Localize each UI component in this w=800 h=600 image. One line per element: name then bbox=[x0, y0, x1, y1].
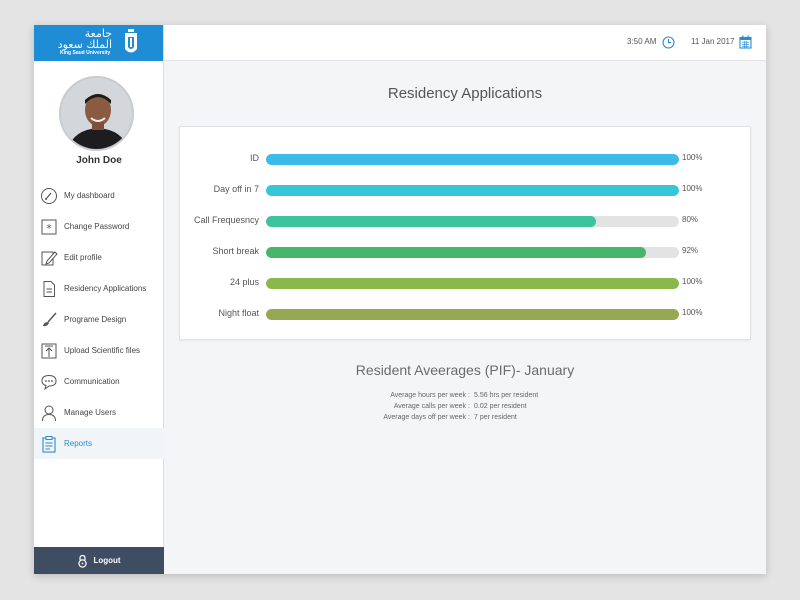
logo-english-text: King Saud University bbox=[60, 50, 111, 56]
crest-icon bbox=[125, 29, 137, 53]
average-value: 0.02 per resident bbox=[474, 403, 527, 410]
averages-title: Resident Aveerages (PIF)- January bbox=[355, 362, 575, 378]
sidebar-item-label: My dashboard bbox=[64, 191, 115, 200]
progress-label: Day off in 7 bbox=[213, 184, 259, 194]
clipboard-icon bbox=[42, 435, 56, 453]
dashboard-icon bbox=[41, 187, 57, 204]
progress-row-24-plus: 24 plus 100% bbox=[180, 275, 752, 291]
average-label: Average hours per week bbox=[390, 392, 466, 399]
sidebar-item-label: Manage Users bbox=[64, 408, 117, 417]
averages-list: Average hours per week : 5.56 hrs per re… bbox=[164, 392, 766, 425]
user-photo bbox=[61, 78, 132, 149]
progress-track bbox=[266, 247, 679, 258]
progress-row-day-off: Day off in 7 100% bbox=[180, 182, 752, 198]
clock-icon bbox=[662, 36, 675, 49]
user-icon bbox=[42, 405, 56, 421]
sidebar: جامعة الملك سعود King Saud University Jo… bbox=[34, 25, 164, 574]
sidebar-item-programe-design[interactable]: Programe Design bbox=[34, 304, 164, 335]
sidebar-item-communication[interactable]: Communication bbox=[34, 366, 164, 397]
progress-percent: 100% bbox=[682, 153, 703, 162]
sidebar-item-manage-users[interactable]: Manage Users bbox=[34, 397, 164, 428]
colon-separator: : bbox=[468, 392, 470, 399]
brush-icon bbox=[43, 312, 57, 326]
logout-button[interactable]: Logout bbox=[34, 547, 164, 574]
password-icon: * bbox=[41, 219, 57, 235]
sidebar-item-label: Change Password bbox=[64, 222, 130, 231]
average-label: Average calls per week bbox=[393, 403, 466, 410]
average-row: Average calls per week : 0.02 per reside… bbox=[164, 403, 766, 414]
user-name: John Doe bbox=[76, 155, 122, 166]
lock-icon bbox=[78, 554, 88, 568]
avatar[interactable] bbox=[59, 76, 134, 151]
page-title: Residency Applications bbox=[387, 85, 543, 102]
progress-label: Short break bbox=[212, 246, 259, 256]
svg-text:*: * bbox=[46, 222, 52, 235]
progress-fill bbox=[266, 216, 597, 227]
average-row: Average hours per week : 5.56 hrs per re… bbox=[164, 392, 766, 403]
progress-row-night-float: Night float 100% bbox=[180, 306, 752, 322]
upload-icon bbox=[41, 343, 57, 358]
progress-track bbox=[266, 309, 679, 320]
progress-row-call-frequency: Call Frequesncy 80% bbox=[180, 213, 752, 229]
sidebar-item-reports[interactable]: Reports bbox=[34, 428, 164, 459]
sidebar-item-change-password[interactable]: * Change Password bbox=[34, 211, 164, 242]
progress-row-id: ID 100% bbox=[180, 151, 752, 167]
logout-label: Logout bbox=[93, 556, 121, 565]
sidebar-item-label: Communication bbox=[64, 377, 120, 386]
average-value: 7 per resident bbox=[474, 414, 517, 421]
colon-separator: : bbox=[468, 414, 470, 421]
progress-fill bbox=[266, 154, 679, 165]
document-icon bbox=[43, 280, 55, 297]
sidebar-item-label: Upload Scientific files bbox=[64, 346, 141, 355]
progress-fill bbox=[266, 278, 679, 289]
sidebar-nav: My dashboard * Change Password Edit prof… bbox=[34, 180, 164, 459]
average-value: 5.56 hrs per resident bbox=[474, 392, 539, 399]
average-label: Average days off per week bbox=[383, 414, 466, 421]
progress-track bbox=[266, 154, 679, 165]
progress-percent: 100% bbox=[682, 277, 703, 286]
sidebar-item-label: Programe Design bbox=[64, 315, 127, 324]
calendar-icon[interactable] bbox=[739, 35, 752, 49]
app-window: جامعة الملك سعود King Saud University Jo… bbox=[34, 25, 766, 574]
sidebar-item-label: Residency Applications bbox=[64, 284, 147, 293]
chat-icon bbox=[41, 374, 57, 390]
progress-label: ID bbox=[250, 153, 259, 163]
progress-card: ID 100% Day off in 7 100% Call Frequesnc… bbox=[179, 126, 751, 340]
edit-icon bbox=[41, 250, 58, 265]
progress-fill bbox=[266, 185, 679, 196]
sidebar-item-residency-applications[interactable]: Residency Applications bbox=[34, 273, 164, 304]
progress-track bbox=[266, 185, 679, 196]
progress-label: Call Frequesncy bbox=[193, 215, 259, 225]
sidebar-item-dashboard[interactable]: My dashboard bbox=[34, 180, 164, 211]
sidebar-item-label: Reports bbox=[64, 439, 93, 448]
colon-separator: : bbox=[468, 403, 470, 410]
progress-label: 24 plus bbox=[229, 277, 259, 287]
sidebar-item-edit-profile[interactable]: Edit profile bbox=[34, 242, 164, 273]
university-logo[interactable]: جامعة الملك سعود King Saud University bbox=[34, 25, 163, 61]
progress-fill bbox=[266, 309, 679, 320]
current-date: 11 Jan 2017 bbox=[691, 37, 735, 46]
progress-percent: 80% bbox=[682, 215, 699, 224]
progress-percent: 92% bbox=[682, 246, 699, 255]
current-time: 3:50 AM bbox=[627, 37, 657, 46]
logo-arabic-text: جامعة الملك سعود bbox=[57, 27, 112, 51]
sidebar-item-upload-scientific-files[interactable]: Upload Scientific files bbox=[34, 335, 164, 366]
top-bar: 3:50 AM 11 Jan 2017 bbox=[164, 25, 766, 61]
progress-percent: 100% bbox=[682, 184, 703, 193]
progress-track bbox=[266, 278, 679, 289]
average-row: Average days off per week : 7 per reside… bbox=[164, 414, 766, 425]
progress-percent: 100% bbox=[682, 308, 703, 317]
progress-track bbox=[266, 216, 679, 227]
progress-label: Night float bbox=[218, 308, 259, 318]
sidebar-item-label: Edit profile bbox=[64, 253, 102, 262]
progress-fill bbox=[266, 247, 646, 258]
progress-row-short-break: Short break 92% bbox=[180, 244, 752, 260]
